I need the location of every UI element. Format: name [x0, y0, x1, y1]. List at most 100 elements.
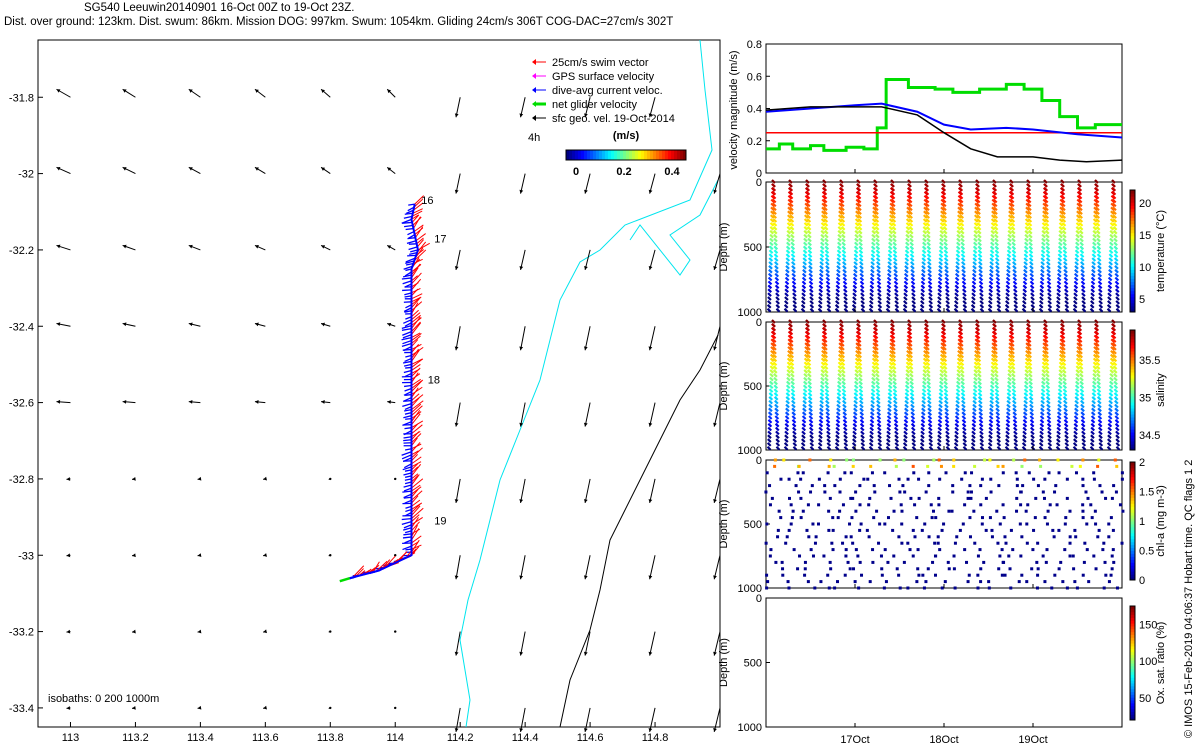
profile-marker	[1041, 237, 1050, 243]
profile-marker	[903, 300, 916, 305]
profile-marker	[1074, 257, 1085, 262]
side-colorbar-cell	[1130, 488, 1135, 492]
profile-marker	[973, 372, 982, 378]
profile-marker	[1006, 261, 1017, 266]
profile-marker	[938, 265, 949, 270]
side-colorbar-cell	[1130, 648, 1135, 653]
profile-marker	[1008, 334, 1015, 340]
profile-marker	[819, 403, 830, 409]
profile-marker	[872, 484, 876, 488]
profile-marker	[921, 384, 932, 390]
profile-marker	[939, 237, 948, 243]
profile-marker	[988, 300, 1001, 305]
profile-marker	[921, 573, 925, 577]
profile-marker	[906, 206, 913, 212]
side-colorbar-cell	[1130, 538, 1135, 543]
colorbar-cell	[659, 150, 663, 160]
profile-marker	[924, 183, 929, 188]
profile-scatter-1	[766, 319, 1135, 451]
sfc-vector	[649, 555, 656, 580]
profile-marker	[869, 422, 882, 428]
profile-marker	[873, 323, 878, 328]
profile-marker	[963, 548, 967, 552]
swim-vector	[411, 335, 421, 344]
map-x-tick-label: 114.2	[447, 732, 474, 744]
profile-marker	[821, 342, 828, 347]
profile-marker	[920, 426, 933, 432]
colorbar-cell	[668, 150, 672, 160]
sfc-arrowhead	[519, 346, 524, 351]
sfc-dot	[329, 706, 332, 710]
dac-vector	[401, 521, 412, 526]
sfc-arrowhead	[188, 244, 193, 249]
profile-marker	[1056, 438, 1069, 443]
profile-marker	[1091, 403, 1102, 409]
profile-marker	[939, 372, 948, 378]
profile-marker	[1023, 399, 1034, 405]
swim-vector	[411, 267, 419, 279]
profile-marker	[855, 330, 862, 336]
profile-marker	[1093, 346, 1100, 351]
sfc-arrowhead	[197, 553, 202, 558]
profile-marker	[833, 586, 837, 590]
profile-marker	[867, 535, 871, 539]
profile-marker	[936, 535, 940, 539]
profile-marker	[1008, 326, 1015, 332]
dac-vector	[405, 508, 412, 513]
profile-marker	[818, 272, 831, 278]
profile-marker	[786, 237, 795, 243]
profile-marker	[834, 307, 849, 313]
glider-track	[339, 195, 430, 583]
profile-marker	[835, 438, 848, 443]
sfc-arrowhead	[648, 651, 653, 656]
profile-marker	[922, 226, 931, 231]
sfc-arrowhead	[197, 629, 202, 634]
profile-marker	[784, 411, 797, 416]
profile-marker	[822, 319, 827, 324]
profile-marker	[854, 222, 863, 227]
dac-vector	[402, 545, 412, 551]
side-colorbar-cell	[1130, 208, 1135, 212]
profile-marker	[972, 268, 983, 274]
profile-marker	[1089, 442, 1104, 447]
side-colorbar-frame	[1129, 329, 1136, 451]
profile-marker	[810, 484, 814, 488]
side-colorbar-cell	[1130, 482, 1135, 487]
profile-marker	[768, 384, 779, 390]
profile-marker	[779, 477, 783, 481]
profile-marker	[1008, 187, 1015, 192]
swim-vector	[413, 224, 424, 233]
sfc-arrowhead	[648, 575, 653, 580]
profile-marker	[887, 257, 898, 262]
profile-marker	[955, 399, 966, 405]
profile-marker	[803, 357, 812, 363]
side-colorbar-cell	[1130, 305, 1135, 310]
profile-marker	[900, 509, 904, 513]
sfc-vector	[649, 402, 656, 427]
profile-marker	[974, 202, 981, 208]
side-colorbar-cell	[1130, 509, 1135, 513]
profile-marker	[1091, 245, 1102, 251]
profile-marker	[1091, 268, 1102, 274]
profile-marker	[971, 411, 984, 416]
profile-marker	[1056, 419, 1069, 424]
profile-marker	[870, 392, 881, 397]
legend-arrowhead	[532, 87, 536, 93]
profile-marker	[1090, 272, 1103, 278]
profile-marker	[819, 249, 830, 254]
profile-marker	[1000, 573, 1004, 577]
profile-marker	[990, 218, 999, 223]
profile-marker	[937, 422, 950, 428]
profile-marker	[1024, 509, 1028, 513]
swim-vector	[413, 198, 424, 208]
profile-marker	[768, 388, 779, 393]
profile-marker	[1091, 388, 1102, 393]
map-y-tick-label: -31.8	[9, 92, 34, 104]
profile-marker	[1017, 580, 1021, 584]
profile-marker	[820, 226, 829, 231]
profile-marker	[869, 272, 882, 278]
profile-marker	[1110, 214, 1117, 219]
profile-marker	[937, 503, 941, 507]
profile-marker	[974, 326, 981, 332]
profile-marker	[835, 430, 848, 436]
